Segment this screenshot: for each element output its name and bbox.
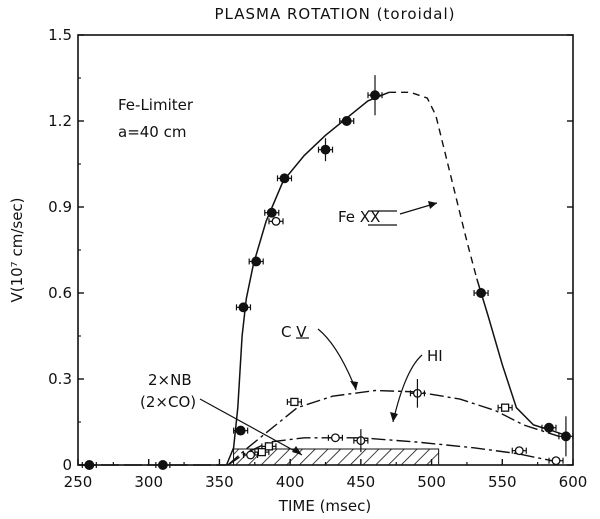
nb-label-line2: (2×CO): [140, 393, 196, 411]
config-label-radius: a=40 cm: [118, 123, 186, 141]
x-tick-label: 600: [559, 473, 588, 491]
y-tick-label: 0.6: [48, 284, 72, 302]
hi-label: HI: [427, 347, 443, 365]
cv-curve: [227, 389, 560, 466]
hi-data-point: [246, 450, 255, 460]
config-label-limiter: Fe-Limiter: [118, 96, 194, 114]
nb-arrowhead: [292, 446, 302, 455]
y-tick-label: 0: [62, 456, 72, 474]
fe-data-point: [279, 173, 290, 184]
y-tick-label: 1.2: [48, 112, 72, 130]
hi-curve: [227, 437, 560, 466]
data-markers: [81, 75, 574, 470]
y-tick-label: 1.5: [48, 26, 72, 44]
cv-data-point: [257, 447, 267, 457]
fe-data-point: [476, 288, 487, 298]
fe-xx-label: Fe XX: [338, 208, 380, 226]
fe-data-point: [84, 460, 95, 470]
fe-xx-arrowhead: [428, 201, 437, 209]
x-tick-label: 550: [488, 473, 517, 491]
fe-data-point: [341, 116, 352, 126]
x-tick-label: 300: [134, 473, 163, 491]
hi-arrowhead: [390, 412, 398, 422]
fe-curve-dashed: [389, 91, 478, 279]
y-axis-title: V(10⁷ cm/sec): [8, 197, 26, 302]
hi-data-point: [551, 456, 561, 466]
x-tick-label: 400: [276, 473, 305, 491]
fe-data-point: [266, 207, 277, 218]
chart-title: PLASMA ROTATION (toroidal): [214, 5, 455, 23]
hi-arrow: [392, 354, 423, 423]
y-axis-ticks: 0 0.3 0.6 0.9 1.2 1.5: [48, 26, 573, 474]
y-tick-label: 0.9: [48, 198, 72, 216]
x-axis-ticks: 250 300 350 400 450 500 550 600: [64, 459, 588, 491]
hi-data-point: [271, 216, 281, 226]
fe-data-point: [251, 256, 262, 267]
fe-data-point: [238, 302, 249, 313]
hi-data-point: [330, 433, 340, 443]
x-tick-label: 350: [205, 473, 234, 491]
cv-arrowhead: [350, 381, 358, 390]
fe-data-point: [544, 422, 554, 433]
x-tick-label: 500: [417, 473, 446, 491]
fe-data-point: [235, 425, 246, 436]
fe-data-point: [157, 460, 168, 470]
neutral-beam-interval-bar: [233, 448, 440, 466]
cv-data-point: [290, 397, 299, 407]
cv-data-point: [264, 442, 274, 451]
hi-data-point: [514, 446, 524, 456]
x-tick-label: 250: [64, 473, 93, 491]
x-tick-label: 450: [347, 473, 376, 491]
fe-curve-solid: [225, 91, 390, 466]
cv-arrow: [317, 328, 357, 391]
x-axis-title: TIME (msec): [278, 497, 371, 515]
y-tick-label: 0.3: [48, 370, 72, 388]
cv-data-point: [500, 403, 510, 412]
nb-arrow: [199, 398, 303, 456]
fe-curve-tail: [476, 278, 570, 438]
cv-label: C V: [281, 323, 307, 341]
nb-label-line1: 2×NB: [148, 371, 192, 389]
